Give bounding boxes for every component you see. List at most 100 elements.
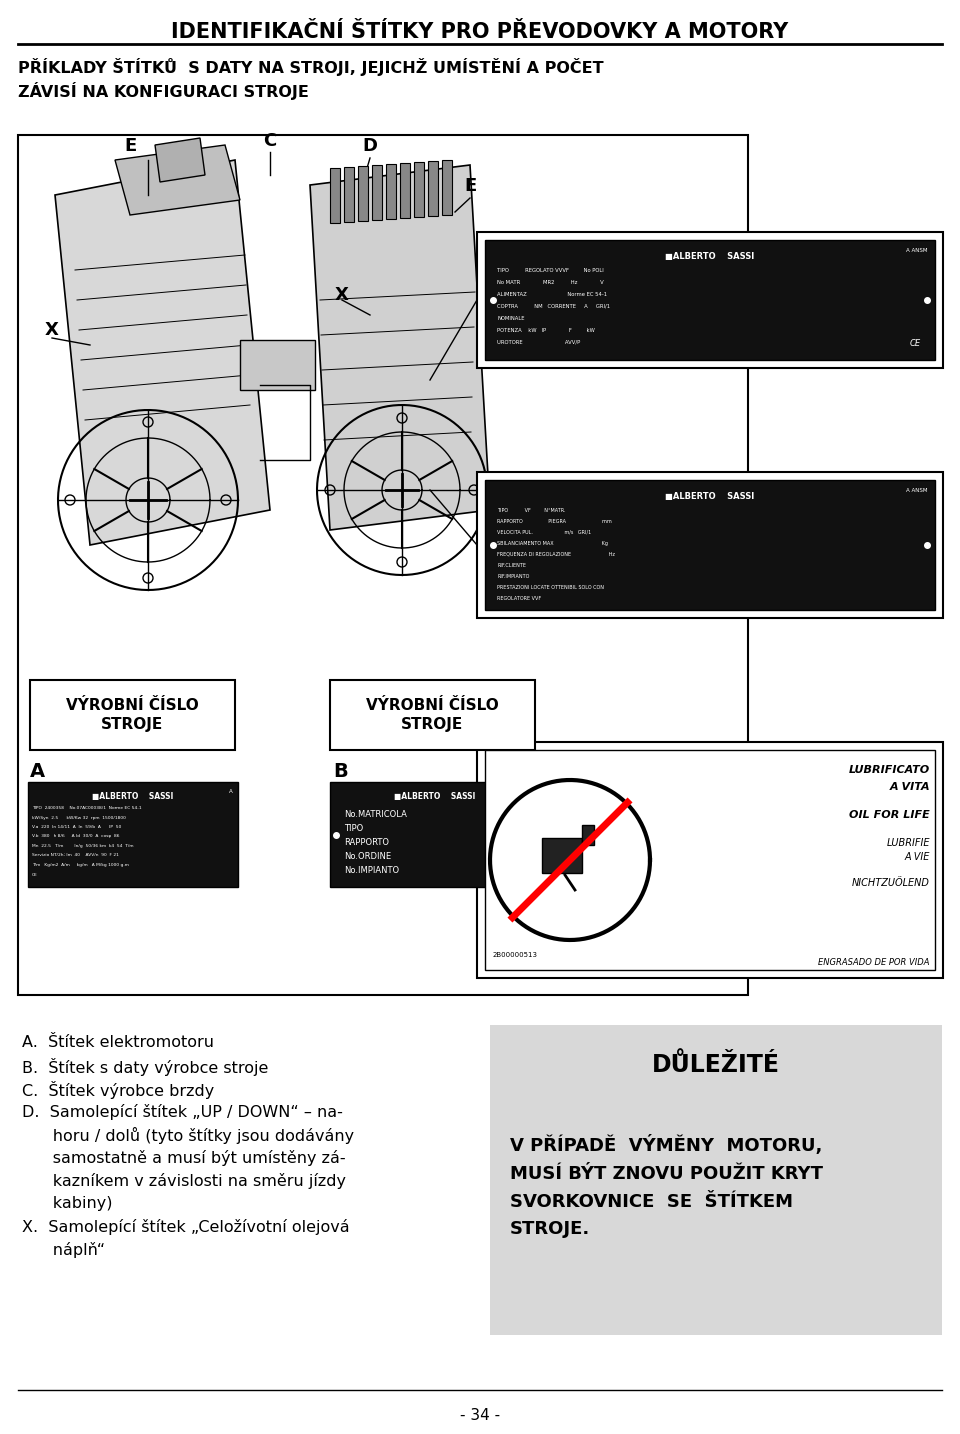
Text: CE: CE bbox=[32, 872, 37, 876]
Text: kabiny): kabiny) bbox=[22, 1196, 112, 1210]
Circle shape bbox=[490, 780, 650, 941]
Text: ■ALBERTO    SASSI: ■ALBERTO SASSI bbox=[665, 252, 755, 261]
Text: horu / dolů (tyto štítky jsou dodávány: horu / dolů (tyto štítky jsou dodávány bbox=[22, 1127, 354, 1144]
Bar bbox=[490, 1025, 942, 1335]
Text: COPTRA          NM   CORRENTE     A     GRI/1: COPTRA NM CORRENTE A GRI/1 bbox=[497, 304, 611, 308]
Text: Mn  22.5   T/m        In/g  50/36 km  k4  54  T/m: Mn 22.5 T/m In/g 50/36 km k4 54 T/m bbox=[32, 845, 133, 847]
Text: No.IMPIANTO: No.IMPIANTO bbox=[344, 866, 399, 875]
Text: SBILANCIAMENTO MAX                                Kg: SBILANCIAMENTO MAX Kg bbox=[497, 541, 608, 546]
Text: RIF.CLIENTE: RIF.CLIENTE bbox=[497, 564, 526, 568]
Text: D.  Samolepící štítek „UP / DOWN“ – na-: D. Samolepící štítek „UP / DOWN“ – na- bbox=[22, 1104, 343, 1120]
Text: VÝROBNÍ ČÍSLO
STROJE: VÝROBNÍ ČÍSLO STROJE bbox=[66, 697, 199, 733]
Text: V PŘÍPADĚ  VÝMĚNY  MOTORU,
MUSÍ BÝT ZNOVU POUŽIT KRYT
SVORKOVNICE  SE  ŠTÍTKEM
S: V PŘÍPADĚ VÝMĚNY MOTORU, MUSÍ BÝT ZNOVU … bbox=[510, 1134, 823, 1239]
Text: D: D bbox=[363, 138, 377, 155]
Bar bbox=[344, 166, 354, 222]
Polygon shape bbox=[115, 145, 240, 215]
Bar bbox=[485, 480, 935, 609]
Text: LUBRIFIE: LUBRIFIE bbox=[886, 837, 930, 847]
Text: E: E bbox=[124, 138, 136, 155]
Text: T/m   Kg/m2  A/m     kg/m   A M/kg 1000 g.m: T/m Kg/m2 A/m kg/m A M/kg 1000 g.m bbox=[32, 863, 129, 868]
Text: TIPO  2400358    No.07AC00038/1  Norme EC 54-1: TIPO 2400358 No.07AC00038/1 Norme EC 54-… bbox=[32, 806, 142, 810]
Text: No.MATRICOLA: No.MATRICOLA bbox=[344, 810, 407, 819]
Text: A: A bbox=[923, 295, 938, 314]
Text: kazníkem v závislosti na směru jízdy: kazníkem v závislosti na směru jízdy bbox=[22, 1173, 346, 1189]
Text: X: X bbox=[335, 285, 348, 304]
Text: B.  Štítek s daty výrobce stroje: B. Štítek s daty výrobce stroje bbox=[22, 1058, 269, 1076]
Text: A: A bbox=[531, 789, 535, 794]
Text: DŮLEŽITÉ: DŮLEŽITÉ bbox=[652, 1053, 780, 1077]
Text: - 34 -: - 34 - bbox=[460, 1408, 500, 1423]
Text: B: B bbox=[333, 761, 348, 782]
Text: X.  Samolepící štítek „Celožívotní olejová: X. Samolepící štítek „Celožívotní olejov… bbox=[22, 1219, 349, 1235]
Bar bbox=[477, 232, 943, 369]
Text: NICHTZUÖLEND: NICHTZUÖLEND bbox=[852, 878, 930, 888]
Text: 2B00000513: 2B00000513 bbox=[493, 952, 538, 958]
Bar bbox=[30, 680, 235, 750]
Text: B: B bbox=[924, 535, 938, 555]
Bar bbox=[542, 837, 582, 873]
Polygon shape bbox=[55, 161, 270, 545]
Bar bbox=[330, 782, 540, 888]
Text: RAPPORTO                 PIEGRA                        mm: RAPPORTO PIEGRA mm bbox=[497, 519, 612, 523]
Text: Servizio NT/2h; Im  40    AVV/n  90  F 21: Servizio NT/2h; Im 40 AVV/n 90 F 21 bbox=[32, 853, 119, 858]
Bar bbox=[582, 825, 594, 845]
Text: UROTORE                          AVV/P: UROTORE AVV/P bbox=[497, 340, 580, 346]
Bar bbox=[28, 782, 238, 888]
Text: A ANSM: A ANSM bbox=[905, 488, 927, 493]
Text: TIPO           VF         N°MATR.: TIPO VF N°MATR. bbox=[497, 508, 565, 513]
Text: ■ALBERTO    SASSI: ■ALBERTO SASSI bbox=[665, 492, 755, 500]
Text: TIPO: TIPO bbox=[344, 825, 363, 833]
Text: A: A bbox=[30, 761, 45, 782]
Bar bbox=[372, 165, 382, 219]
Text: PRESTAZIONI LOCATE OTTENIBIL SOLO CON: PRESTAZIONI LOCATE OTTENIBIL SOLO CON bbox=[497, 585, 604, 589]
Bar bbox=[442, 161, 452, 215]
Text: V.b  380   h 8/6     A Id  30/0  A  cosφ  86: V.b 380 h 8/6 A Id 30/0 A cosφ 86 bbox=[32, 835, 119, 839]
Bar bbox=[240, 340, 315, 390]
Polygon shape bbox=[310, 165, 490, 531]
Text: ALIMENTAZ                         Norme EC 54-1: ALIMENTAZ Norme EC 54-1 bbox=[497, 293, 607, 297]
Text: ■ALBERTO    SASSI: ■ALBERTO SASSI bbox=[395, 792, 476, 802]
Bar bbox=[428, 161, 438, 217]
Text: A ANSM: A ANSM bbox=[905, 248, 927, 252]
Text: PŘÍKLADY ŠTÍTKŮ  S DATY NA STROJI, JEJICHŽ UMÍSTĚNÍ A POČET: PŘÍKLADY ŠTÍTKŮ S DATY NA STROJI, JEJICH… bbox=[18, 57, 604, 76]
Text: ENGRASADO DE POR VIDA: ENGRASADO DE POR VIDA bbox=[819, 958, 930, 967]
Text: CE: CE bbox=[909, 338, 921, 348]
Bar bbox=[414, 162, 424, 217]
Text: VELOCITA PUL.                     m/s   GRI/1: VELOCITA PUL. m/s GRI/1 bbox=[497, 531, 591, 535]
Text: No.ORDINE: No.ORDINE bbox=[344, 852, 391, 860]
Bar bbox=[330, 680, 535, 750]
Bar bbox=[386, 163, 396, 219]
Text: IDENTIFIKAČNÍ ŠTÍTKY PRO PŘEVODOVKY A MOTORY: IDENTIFIKAČNÍ ŠTÍTKY PRO PŘEVODOVKY A MO… bbox=[172, 22, 788, 42]
Bar bbox=[18, 135, 748, 995]
Text: FREQUENZA DI REGOLAZIONE                         Hz: FREQUENZA DI REGOLAZIONE Hz bbox=[497, 552, 615, 556]
Text: RIF.IMPIANTO: RIF.IMPIANTO bbox=[497, 574, 529, 579]
Text: POTENZA    kW   IP              F         kW: POTENZA kW IP F kW bbox=[497, 328, 595, 333]
Text: C.  Štítek výrobce brzdy: C. Štítek výrobce brzdy bbox=[22, 1081, 214, 1098]
Text: No MATR              MR2          Hz              V: No MATR MR2 Hz V bbox=[497, 280, 604, 285]
Text: E: E bbox=[464, 176, 476, 195]
Bar bbox=[485, 239, 935, 360]
Text: A VIE: A VIE bbox=[904, 852, 930, 862]
Bar bbox=[330, 168, 340, 224]
Text: LUBRIFICATO: LUBRIFICATO bbox=[849, 764, 930, 774]
Bar bbox=[400, 163, 410, 218]
Text: RAPPORTO: RAPPORTO bbox=[344, 837, 389, 847]
Bar bbox=[477, 741, 943, 978]
Text: OIL FOR LIFE: OIL FOR LIFE bbox=[850, 810, 930, 820]
Text: TIPO          REGOLATO VVVF         No POLI: TIPO REGOLATO VVVF No POLI bbox=[497, 268, 604, 272]
Text: A.  Štítek elektromotoru: A. Štítek elektromotoru bbox=[22, 1035, 214, 1050]
Text: NOMINALE: NOMINALE bbox=[497, 315, 524, 321]
Text: A VITA: A VITA bbox=[889, 782, 930, 792]
Text: kW/Syn  2.5      kW/Kw 32  rpm  1500/1800: kW/Syn 2.5 kW/Kw 32 rpm 1500/1800 bbox=[32, 816, 126, 819]
Bar bbox=[358, 166, 368, 221]
Text: REGOLATORE VVF: REGOLATORE VVF bbox=[497, 597, 541, 601]
Bar bbox=[485, 750, 935, 969]
Text: A: A bbox=[229, 789, 233, 794]
Text: ZÁVISÍ NA KONFIGURACI STROJE: ZÁVISÍ NA KONFIGURACI STROJE bbox=[18, 82, 309, 100]
Text: ■ALBERTO    SASSI: ■ALBERTO SASSI bbox=[92, 792, 174, 802]
Text: samostatně a musí být umístěny zá-: samostatně a musí být umístěny zá- bbox=[22, 1150, 346, 1166]
Bar bbox=[477, 472, 943, 618]
Text: V.a  220  In 14/11  A  In  59/b  A      IP  50: V.a 220 In 14/11 A In 59/b A IP 50 bbox=[32, 825, 121, 829]
Text: VÝROBNÍ ČÍSLO
STROJE: VÝROBNÍ ČÍSLO STROJE bbox=[366, 697, 499, 733]
Text: C: C bbox=[263, 132, 276, 151]
